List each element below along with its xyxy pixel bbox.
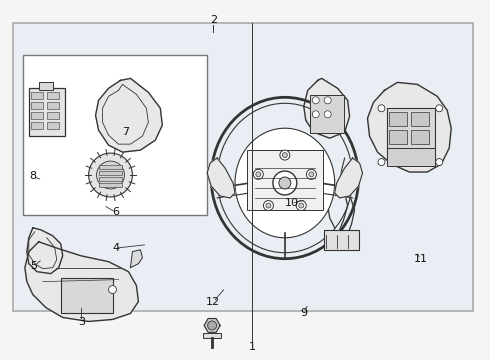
Text: 4: 4	[112, 243, 119, 253]
Circle shape	[299, 203, 304, 208]
Bar	[388, 148, 435, 166]
Bar	[61, 278, 113, 314]
Bar	[47, 92, 59, 99]
Text: 7: 7	[122, 127, 129, 136]
Bar	[324, 230, 359, 250]
Circle shape	[273, 171, 297, 195]
Circle shape	[312, 111, 319, 118]
Text: 1: 1	[249, 342, 256, 352]
Circle shape	[378, 105, 385, 112]
Circle shape	[324, 111, 331, 118]
Text: 12: 12	[206, 297, 220, 307]
Polygon shape	[304, 78, 349, 138]
Polygon shape	[25, 242, 138, 321]
Circle shape	[279, 177, 291, 189]
Bar	[203, 333, 221, 338]
Bar	[39, 82, 53, 90]
Text: 2: 2	[210, 15, 217, 26]
Bar	[390, 112, 407, 126]
Circle shape	[436, 105, 443, 112]
Bar	[98, 183, 122, 187]
Bar	[13, 23, 473, 311]
Text: 9: 9	[300, 308, 307, 318]
Bar	[47, 102, 59, 109]
Circle shape	[266, 203, 271, 208]
Bar	[31, 112, 43, 119]
Circle shape	[436, 159, 443, 166]
Text: 6: 6	[112, 207, 119, 217]
Bar	[31, 92, 43, 99]
Circle shape	[256, 172, 261, 177]
Bar	[390, 130, 407, 144]
Circle shape	[253, 170, 263, 179]
Bar	[412, 112, 429, 126]
Bar	[98, 165, 122, 169]
Bar	[23, 55, 207, 215]
Circle shape	[309, 172, 314, 177]
Text: 5: 5	[31, 261, 38, 271]
Circle shape	[89, 153, 132, 197]
Bar	[31, 102, 43, 109]
Bar	[247, 150, 323, 210]
Circle shape	[378, 159, 385, 166]
Circle shape	[208, 321, 217, 330]
Text: 3: 3	[78, 317, 85, 327]
Polygon shape	[204, 319, 220, 332]
Bar	[310, 95, 343, 133]
Polygon shape	[207, 158, 235, 198]
Circle shape	[312, 97, 319, 104]
Bar	[31, 122, 43, 129]
Circle shape	[296, 201, 306, 211]
Circle shape	[108, 285, 117, 293]
Circle shape	[97, 161, 124, 189]
Bar	[29, 88, 65, 136]
Bar	[98, 171, 122, 175]
Circle shape	[324, 97, 331, 104]
Bar	[47, 112, 59, 119]
Bar	[47, 122, 59, 129]
Circle shape	[264, 201, 273, 211]
Polygon shape	[96, 78, 162, 152]
Bar	[388, 108, 435, 158]
Ellipse shape	[235, 128, 335, 238]
Polygon shape	[335, 158, 363, 198]
Polygon shape	[27, 228, 63, 274]
Bar	[98, 177, 122, 181]
Polygon shape	[130, 250, 143, 268]
Text: 11: 11	[414, 254, 428, 264]
Circle shape	[306, 170, 317, 179]
Polygon shape	[368, 82, 451, 172]
Text: 8: 8	[29, 171, 36, 181]
Bar	[412, 130, 429, 144]
Text: 10: 10	[284, 198, 298, 208]
Circle shape	[280, 150, 290, 160]
Circle shape	[282, 153, 287, 158]
